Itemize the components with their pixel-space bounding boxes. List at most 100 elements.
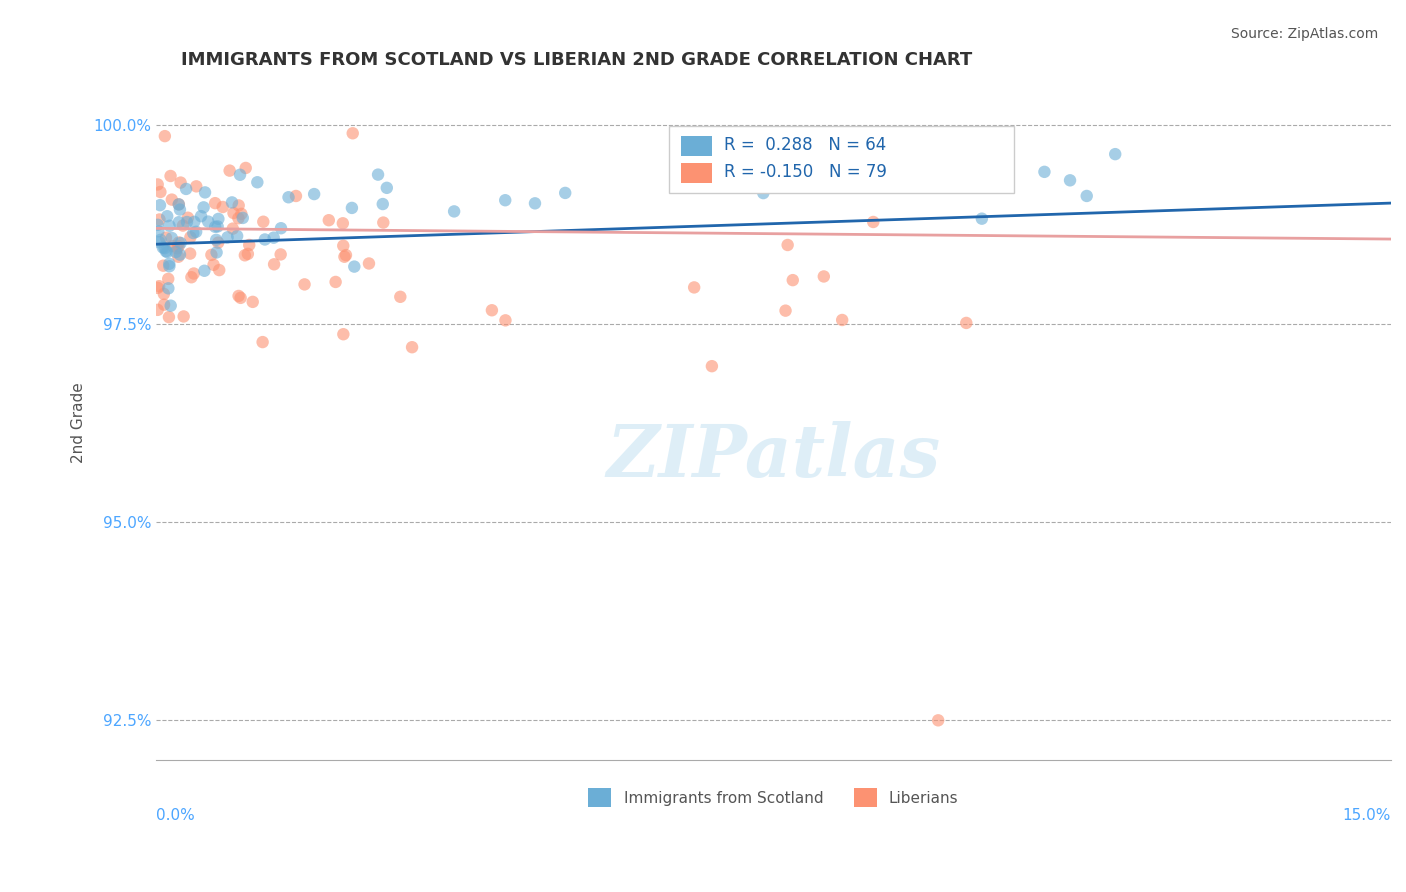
Liberians (389, 290, 412, 304)
Legend: Immigrants from Scotland, Liberians: Immigrants from Scotland, Liberians (582, 782, 965, 814)
Liberians (683, 280, 706, 294)
Liberians (333, 250, 356, 264)
Immigrants from Scotland (165, 245, 187, 260)
Liberians (955, 316, 977, 330)
Liberians (252, 215, 274, 229)
Liberians (495, 313, 517, 327)
Text: R = -0.150   N = 79: R = -0.150 N = 79 (724, 163, 887, 181)
Liberians (831, 313, 853, 327)
Immigrants from Scotland (343, 260, 366, 274)
Liberians (146, 281, 169, 295)
Liberians (236, 247, 259, 261)
Immigrants from Scotland (193, 264, 215, 278)
Immigrants from Scotland (160, 231, 183, 245)
Immigrants from Scotland (302, 187, 325, 202)
Immigrants from Scotland (1104, 147, 1126, 161)
Liberians (782, 273, 804, 287)
Liberians (218, 163, 240, 178)
Immigrants from Scotland (167, 197, 190, 211)
Immigrants from Scotland (246, 175, 269, 189)
Liberians (167, 235, 190, 250)
Immigrants from Scotland (1076, 189, 1098, 203)
Liberians (231, 207, 253, 221)
Text: R =  0.288   N = 64: R = 0.288 N = 64 (724, 136, 886, 153)
Liberians (180, 270, 202, 285)
Liberians (202, 258, 225, 272)
Liberians (235, 161, 257, 175)
Immigrants from Scotland (183, 215, 205, 229)
Immigrants from Scotland (190, 209, 212, 223)
Liberians (318, 213, 340, 227)
Immigrants from Scotland (752, 186, 775, 200)
Liberians (166, 241, 188, 255)
Liberians (238, 238, 260, 252)
Liberians (481, 303, 503, 318)
Immigrants from Scotland (176, 215, 198, 229)
Liberians (173, 310, 195, 324)
Liberians (332, 239, 354, 253)
Liberians (813, 269, 835, 284)
Liberians (208, 263, 231, 277)
Liberians (233, 248, 256, 262)
Immigrants from Scotland (156, 209, 179, 223)
Immigrants from Scotland (205, 233, 228, 247)
Liberians (153, 129, 176, 144)
Y-axis label: 2nd Grade: 2nd Grade (72, 383, 86, 463)
Liberians (169, 176, 191, 190)
Liberians (252, 335, 274, 350)
Liberians (927, 714, 949, 728)
Liberians (155, 230, 177, 244)
Liberians (183, 267, 205, 281)
Liberians (157, 272, 180, 286)
Liberians (177, 211, 200, 225)
Liberians (167, 250, 190, 264)
Text: ZIPatlas: ZIPatlas (606, 421, 941, 492)
Liberians (335, 248, 357, 262)
Immigrants from Scotland (152, 240, 174, 254)
Immigrants from Scotland (207, 211, 229, 226)
Immigrants from Scotland (148, 235, 170, 250)
Liberians (159, 169, 181, 183)
Liberians (204, 196, 226, 211)
Immigrants from Scotland (277, 190, 299, 204)
Immigrants from Scotland (229, 168, 252, 182)
Liberians (153, 298, 176, 312)
Immigrants from Scotland (232, 211, 254, 225)
Text: 0.0%: 0.0% (156, 807, 195, 822)
Liberians (332, 327, 354, 342)
Liberians (152, 259, 174, 273)
Immigrants from Scotland (253, 232, 276, 246)
Liberians (167, 197, 190, 211)
Immigrants from Scotland (159, 219, 181, 233)
Liberians (148, 212, 170, 227)
Immigrants from Scotland (443, 204, 465, 219)
Immigrants from Scotland (1033, 165, 1056, 179)
Liberians (332, 216, 354, 230)
Liberians (179, 230, 201, 244)
Liberians (148, 279, 170, 293)
Immigrants from Scotland (157, 257, 180, 271)
Liberians (357, 256, 380, 270)
FancyBboxPatch shape (681, 136, 711, 156)
Immigrants from Scotland (217, 230, 239, 244)
Immigrants from Scotland (169, 202, 191, 217)
Immigrants from Scotland (1059, 173, 1081, 187)
Immigrants from Scotland (156, 245, 179, 260)
Immigrants from Scotland (149, 233, 172, 247)
Immigrants from Scotland (197, 214, 219, 228)
Liberians (242, 294, 264, 309)
Liberians (862, 215, 884, 229)
Liberians (222, 221, 245, 235)
Liberians (294, 277, 316, 292)
Liberians (325, 275, 347, 289)
Immigrants from Scotland (169, 247, 191, 261)
Immigrants from Scotland (155, 244, 177, 259)
Liberians (186, 179, 208, 194)
Immigrants from Scotland (186, 225, 208, 239)
Text: 15.0%: 15.0% (1343, 807, 1391, 822)
Immigrants from Scotland (270, 221, 292, 235)
Liberians (285, 189, 308, 203)
Immigrants from Scotland (157, 281, 180, 295)
Immigrants from Scotland (375, 181, 398, 195)
Liberians (775, 303, 797, 318)
